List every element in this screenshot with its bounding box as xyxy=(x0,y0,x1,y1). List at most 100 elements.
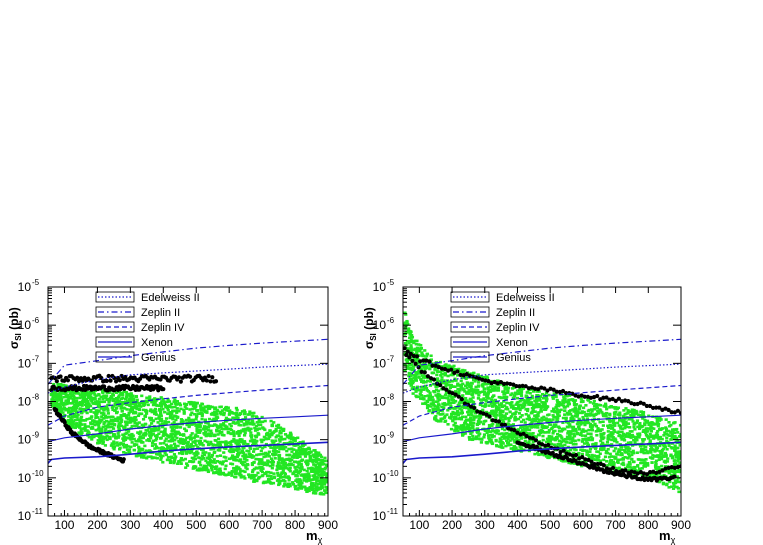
scan-point xyxy=(213,413,217,417)
scan-point xyxy=(96,410,100,414)
scan-point xyxy=(59,396,63,399)
scan-point xyxy=(187,401,191,404)
scan-point xyxy=(461,434,465,437)
scan-point xyxy=(114,391,118,395)
scan-point xyxy=(255,439,259,443)
scan-point xyxy=(56,382,60,386)
scan-point xyxy=(655,420,659,424)
scan-point xyxy=(227,457,232,461)
scan-point xyxy=(168,416,172,420)
scan-point xyxy=(117,427,121,431)
scan-point xyxy=(107,420,111,424)
scan-point xyxy=(436,370,440,374)
scan-point xyxy=(511,396,515,400)
scan-point xyxy=(316,482,320,486)
scan-point xyxy=(477,381,481,384)
scan-point xyxy=(430,395,434,399)
scan-point xyxy=(276,426,280,429)
scan-point xyxy=(88,404,93,408)
scan-point xyxy=(628,430,632,433)
scan-point xyxy=(260,474,264,478)
scan-point xyxy=(592,454,596,457)
scan-point xyxy=(202,467,207,471)
scan-point xyxy=(198,443,202,446)
scan-point xyxy=(238,468,242,471)
scan-point xyxy=(220,427,224,431)
scan-point xyxy=(170,455,174,459)
scan-point xyxy=(232,458,236,462)
scan-point xyxy=(263,451,267,455)
scan-point xyxy=(94,409,98,412)
scan-point xyxy=(153,399,157,403)
scan-point xyxy=(231,421,235,425)
scan-point xyxy=(132,402,136,406)
scan-point xyxy=(64,391,68,395)
scan-point xyxy=(306,462,310,465)
scan-point xyxy=(301,485,305,489)
scan-point xyxy=(197,439,201,443)
scan-point xyxy=(316,462,320,465)
scan-point xyxy=(236,430,241,433)
scan-point xyxy=(158,407,162,411)
scan-point xyxy=(513,448,517,451)
scan-point xyxy=(572,434,577,438)
scan-point xyxy=(228,409,232,412)
scan-point xyxy=(258,427,262,430)
scan-point xyxy=(529,411,533,415)
scan-point xyxy=(129,402,133,406)
scan-point xyxy=(543,393,547,397)
x-tick-label: 800 xyxy=(285,518,305,532)
scan-point xyxy=(314,465,318,468)
scan-point xyxy=(539,428,543,432)
scan-point xyxy=(622,414,626,418)
scan-point xyxy=(300,465,304,469)
scan-point xyxy=(309,470,313,473)
scan-point xyxy=(100,415,104,418)
scan-point xyxy=(190,407,194,411)
scan-point xyxy=(278,438,282,441)
scan-point xyxy=(267,454,271,458)
scan-point xyxy=(178,426,183,429)
scan-point xyxy=(485,431,489,434)
scan-point xyxy=(110,415,114,419)
scan-point xyxy=(191,467,195,470)
scan-point xyxy=(675,475,679,478)
scan-point xyxy=(287,482,291,486)
scan-point xyxy=(57,404,61,408)
scan-point xyxy=(632,473,636,476)
black-point xyxy=(65,378,71,383)
scan-point xyxy=(643,423,647,427)
x-tick-label: 100 xyxy=(54,518,74,532)
scan-point xyxy=(509,393,513,397)
scan-point xyxy=(115,402,120,405)
scan-point xyxy=(509,415,513,418)
scan-point xyxy=(77,431,81,434)
scan-point xyxy=(74,400,78,403)
scan-point xyxy=(234,413,238,417)
scan-point xyxy=(154,410,158,414)
scan-point xyxy=(535,417,539,421)
scan-point xyxy=(484,419,488,423)
black-point xyxy=(208,379,213,384)
scan-point xyxy=(641,412,645,416)
scan-point xyxy=(85,411,89,415)
scan-point xyxy=(280,458,285,462)
scan-point xyxy=(427,363,431,366)
scan-point xyxy=(608,433,612,436)
scan-point xyxy=(544,455,549,458)
scan-point xyxy=(106,424,110,428)
scan-point xyxy=(241,469,245,473)
scan-point xyxy=(103,420,107,424)
scan-point xyxy=(65,407,69,411)
scan-point xyxy=(268,429,272,432)
scan-point xyxy=(449,415,453,418)
scan-point xyxy=(452,395,457,398)
scan-point xyxy=(182,402,187,406)
scan-point xyxy=(310,485,314,488)
scan-point xyxy=(282,427,286,431)
scan-point xyxy=(186,443,190,446)
scan-point xyxy=(129,392,133,395)
black-point xyxy=(62,420,67,425)
scan-point xyxy=(616,467,621,470)
